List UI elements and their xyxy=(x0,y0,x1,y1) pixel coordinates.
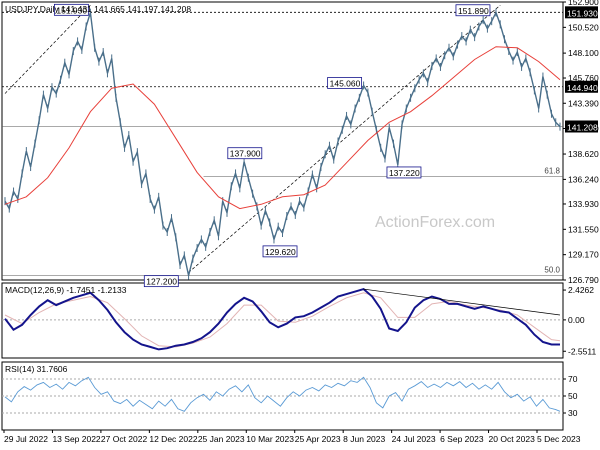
rsi-title: RSI(14) 31.7606 xyxy=(5,364,68,374)
macd-tick-label: 0.00 xyxy=(568,315,585,325)
price-tick-label: 131.550 xyxy=(568,224,599,234)
annotation-box xyxy=(262,245,298,258)
price-tick-label: 148.100 xyxy=(568,48,599,58)
panel-frame-price xyxy=(1,1,564,281)
x-tick-label: 5 Dec 2023 xyxy=(537,434,581,444)
macd-line xyxy=(4,287,560,351)
price-tick-label: 145.760 xyxy=(568,73,599,83)
annotation-label: 151.890 xyxy=(458,6,489,16)
rsi-tick-label: 30 xyxy=(568,408,578,418)
annotation-label: 127.200 xyxy=(146,277,177,287)
rsi-tick-label: 50 xyxy=(568,391,578,401)
level-axis-label: 151.930 xyxy=(567,8,598,18)
annotation-box xyxy=(53,3,89,16)
price-tick-label: 126.790 xyxy=(568,275,599,285)
price-tick-label: 152.900 xyxy=(568,0,599,7)
annotation-box xyxy=(227,147,263,160)
rsi-line xyxy=(4,376,561,412)
level-axis-label-box xyxy=(565,6,598,19)
price-title: USDJPY,Daily 141.431 141.665 141.197 141… xyxy=(5,4,191,14)
fib-label: 50.0 xyxy=(544,266,560,275)
annotation-box xyxy=(386,166,422,179)
x-tick-label: 13 Sep 2022 xyxy=(52,434,100,444)
annotation-label: 129.620 xyxy=(265,247,296,257)
x-tick-label: 25 Jan 2023 xyxy=(198,434,245,444)
panel-frame-macd xyxy=(1,282,564,359)
x-tick-label: 29 Jul 2022 xyxy=(4,434,48,444)
annotation-label: 145.060 xyxy=(330,78,361,88)
x-tick-label: 10 Mar 2023 xyxy=(246,434,294,444)
x-tick-label: 24 Jul 2023 xyxy=(392,434,436,444)
annotation-box xyxy=(327,77,363,89)
price-tick-label: 133.930 xyxy=(568,199,599,209)
price-tick-label: 136.240 xyxy=(568,174,599,184)
trendline xyxy=(4,4,91,94)
annotation-box xyxy=(143,275,179,288)
x-tick-label: 12 Dec 2022 xyxy=(149,434,197,444)
watermark: ActionForex.com xyxy=(375,214,495,231)
x-tick-label: 20 Oct 2023 xyxy=(489,434,536,444)
annotation-label: 151.930 xyxy=(56,5,87,15)
level-axis-label-box xyxy=(565,120,598,133)
macd-tick-label: -2.5511 xyxy=(568,346,596,356)
price-tick-label: 129.170 xyxy=(568,250,599,260)
sma-series-line xyxy=(4,46,561,210)
rsi-tick-label: 70 xyxy=(568,374,578,384)
macd-tick-label: 2.4262 xyxy=(568,285,594,295)
level-axis-label: 141.208 xyxy=(567,122,598,132)
price-tick-label: 143.390 xyxy=(568,98,599,108)
fib-label: 61.8 xyxy=(544,167,560,176)
macd-title: MACD(12,26,9) -1.7451 -1.2133 xyxy=(5,285,127,295)
level-axis-label: 144.940 xyxy=(567,83,598,93)
annotation-label: 137.220 xyxy=(389,168,420,178)
x-tick-label: 27 Oct 2022 xyxy=(101,434,148,444)
annotation-label: 137.900 xyxy=(230,149,261,159)
price-tick-label: 138.620 xyxy=(568,149,599,159)
macd-trendline xyxy=(363,288,561,316)
x-tick-label: 8 Jun 2023 xyxy=(343,434,385,444)
price-tick-label: 150.520 xyxy=(568,22,599,32)
annotation-box xyxy=(455,4,491,17)
x-tick-label: 6 Sep 2023 xyxy=(440,434,484,444)
x-tick-label: 25 Apr 2023 xyxy=(295,434,341,444)
level-axis-label-box xyxy=(565,80,598,93)
